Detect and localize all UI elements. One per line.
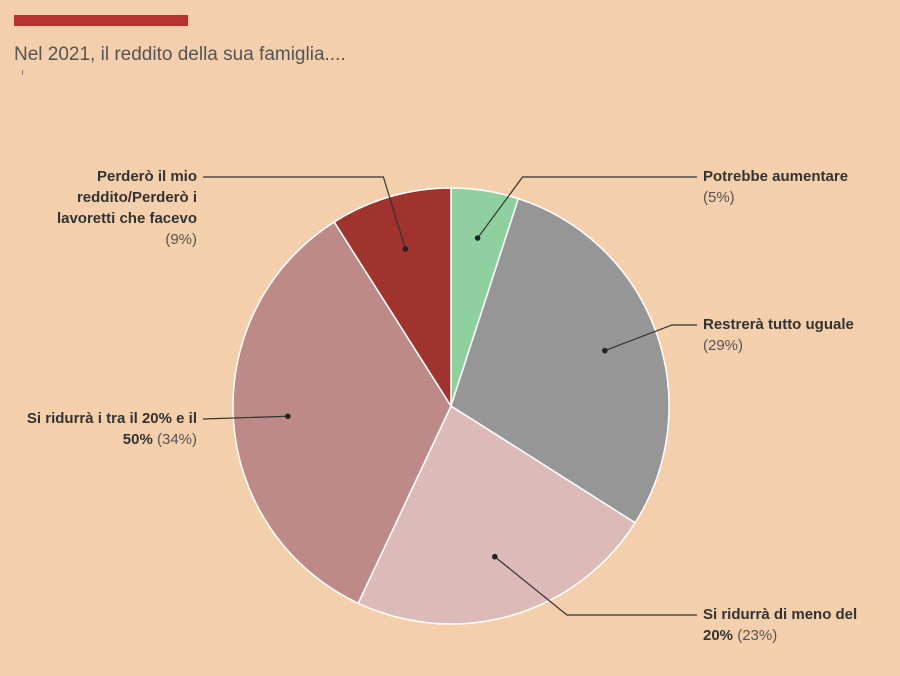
pie-slice-4 bbox=[232, 220, 452, 605]
slice-name: Si ridurrà di meno del bbox=[703, 606, 858, 623]
slice-name: reddito/Perderò i bbox=[76, 189, 197, 206]
leader-dot-4 bbox=[285, 413, 291, 420]
pie-slice-3 bbox=[357, 404, 637, 625]
slice-label-3: Si ridurrà di meno del 20% (23%) bbox=[703, 604, 857, 646]
slice-name: lavoretti che facevo bbox=[56, 210, 197, 227]
leader-dot-5 bbox=[402, 246, 409, 252]
leader-dot-2 bbox=[602, 347, 608, 354]
accent-bar bbox=[14, 15, 188, 26]
slice-name: Perderò il mio bbox=[96, 168, 197, 185]
slice-label-4: Si ridurrà i tra il 20% e il 50% (34%) bbox=[27, 408, 197, 450]
slice-percent: (9%) bbox=[165, 231, 197, 248]
slice-name: Potrebbe aumentare bbox=[703, 168, 849, 185]
pie-slice-2 bbox=[450, 197, 670, 524]
leader-line-4 bbox=[202, 413, 291, 420]
leader-line-2 bbox=[602, 324, 697, 354]
slice-percent: (34%) bbox=[152, 431, 197, 448]
slice-name: 20% bbox=[703, 627, 734, 644]
slice-label-1: Potrebbe aumentare (5%) bbox=[703, 166, 848, 208]
slice-percent: (5%) bbox=[703, 189, 735, 206]
leader-dot-3 bbox=[491, 553, 498, 560]
leader-line-1 bbox=[474, 176, 697, 241]
pie-slice-5 bbox=[333, 187, 452, 409]
slice-label-5: Perderò il mio reddito/Perderò i lavoretti… bbox=[57, 166, 197, 250]
slice-name: Restrerà tutto uguale bbox=[703, 316, 854, 333]
slice-label-2: Restrerà tutto uguale (29%) bbox=[703, 314, 854, 356]
leader-line-5 bbox=[203, 176, 409, 252]
leader-line-3 bbox=[491, 553, 697, 616]
chart-title: Nel 2021, il reddito della sua famiglia.… bbox=[14, 44, 346, 65]
slice-percent: (29%) bbox=[703, 337, 744, 354]
title-underline-tick bbox=[22, 70, 23, 75]
leader-dot-1 bbox=[474, 235, 481, 241]
slice-name: 50% bbox=[122, 431, 153, 448]
slice-percent: (23%) bbox=[733, 627, 778, 644]
slice-name: Si ridurrà i tra il 20% e il bbox=[26, 410, 197, 427]
